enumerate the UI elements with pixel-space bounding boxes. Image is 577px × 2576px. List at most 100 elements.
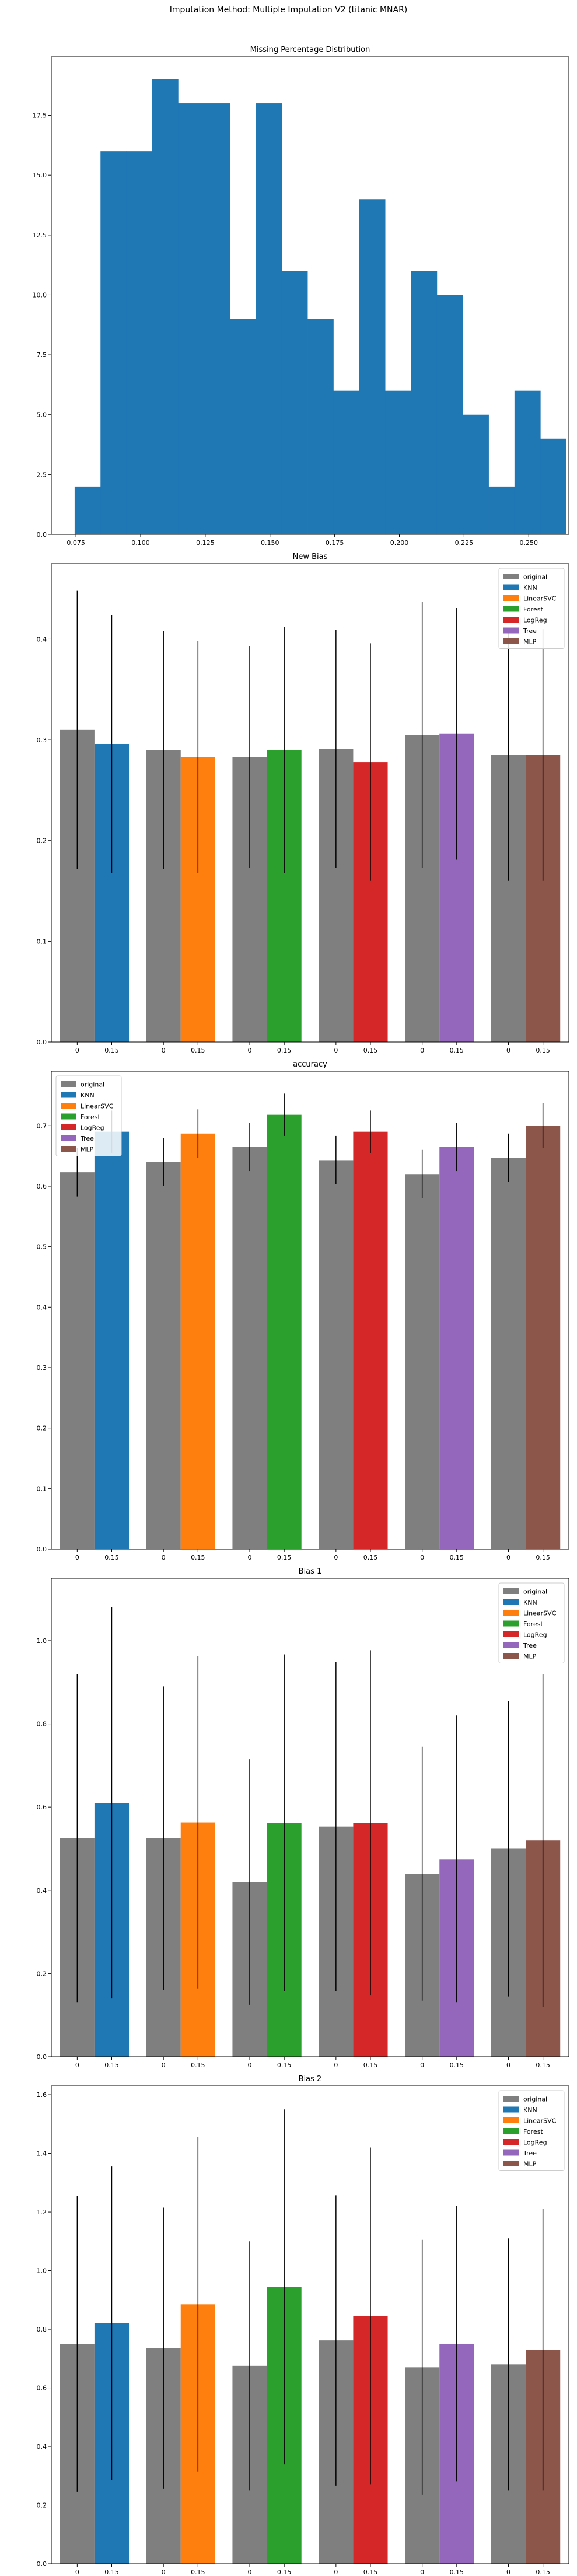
x-tick-label: 0.15 [191, 1554, 205, 1561]
bar-tree [439, 1147, 474, 1549]
legend-swatch-knn [503, 584, 519, 590]
legend-swatch-tree [61, 1135, 76, 1141]
x-tick-label: 0.15 [536, 1047, 550, 1054]
x-tick-label: 0 [334, 1554, 338, 1561]
y-tick-label: 0.0 [37, 531, 47, 539]
histogram-bar [463, 414, 489, 534]
legend: original KNN LinearSVC Forest LogReg Tree MLP [498, 568, 565, 649]
legend-swatch-knn [61, 1092, 76, 1098]
legend-label-forest: Forest [523, 1620, 543, 1628]
y-tick-label: 0.2 [37, 2502, 47, 2509]
x-tick-label: 0 [248, 2568, 252, 2576]
y-tick-label: 10.0 [33, 291, 47, 299]
bar-original [232, 1147, 267, 1549]
legend-label-linearsvc: LinearSVC [523, 1610, 557, 1617]
legend-label-logreg: LogReg [523, 1631, 547, 1639]
x-tick-label: 0 [506, 2061, 510, 2069]
x-tick-label: 0.175 [326, 539, 344, 547]
bar-original [146, 1162, 181, 1549]
x-tick-label: 0 [420, 2061, 424, 2069]
legend-swatch-linearsvc [503, 2117, 519, 2123]
y-tick-label: 0.7 [37, 1122, 47, 1130]
chart-title: accuracy [293, 1060, 327, 1069]
legend-label-tree: Tree [80, 1135, 94, 1142]
y-tick-label: 0.8 [37, 2326, 47, 2333]
histogram-bar [307, 319, 334, 534]
x-tick-label: 0.15 [536, 2061, 550, 2069]
legend-label-linearsvc: LinearSVC [81, 1103, 114, 1110]
legend-label-forest: Forest [81, 1113, 100, 1121]
axes-frame-2 [51, 1071, 569, 1550]
x-tick-label: 0.15 [104, 2568, 119, 2576]
legend-label-knn: KNN [523, 1599, 537, 1606]
legend-swatch-original [503, 2096, 519, 2102]
x-tick-label: 0 [162, 1554, 166, 1561]
legend-swatch-original [503, 574, 519, 579]
y-tick-label: 15.0 [33, 172, 47, 179]
y-tick-label: 0.0 [37, 2053, 47, 2061]
x-tick-label: 0.075 [67, 539, 85, 547]
y-tick-label: 12.5 [33, 232, 47, 239]
y-tick-label: 0.0 [37, 1039, 47, 1046]
chart-title: Bias 2 [299, 2075, 322, 2084]
x-tick-label: 0.15 [277, 1554, 292, 1561]
y-tick-label: 0.6 [37, 1803, 47, 1811]
x-tick-label: 0 [506, 2568, 510, 2576]
legend-label-mlp: MLP [523, 2161, 537, 2168]
x-tick-label: 0 [162, 2061, 166, 2069]
legend-swatch-tree [503, 1642, 519, 1648]
bar-original [60, 1172, 95, 1549]
y-tick-label: 0.3 [37, 736, 47, 744]
legend-swatch-original [503, 1588, 519, 1594]
histogram-bar [411, 271, 438, 534]
y-tick-label: 0.6 [37, 2385, 47, 2392]
histogram-bar [74, 486, 101, 534]
x-tick-label: 0 [334, 2061, 338, 2069]
y-tick-label: 0.3 [37, 1364, 47, 1372]
x-tick-label: 0 [75, 2568, 79, 2576]
x-tick-label: 0.15 [363, 2061, 378, 2069]
legend: original KNN LinearSVC Forest LogReg Tree MLP [55, 1075, 122, 1156]
legend-swatch-linearsvc [503, 595, 519, 601]
x-tick-label: 0 [75, 1047, 79, 1054]
legend-swatch-logreg [503, 617, 519, 623]
x-tick-label: 0.225 [455, 539, 474, 547]
x-tick-label: 0 [420, 1047, 424, 1054]
histogram-bar [230, 319, 256, 534]
legend-label-original: original [523, 2096, 547, 2103]
legend-label-tree: Tree [523, 627, 537, 635]
legend-label-mlp: MLP [81, 1146, 94, 1154]
histogram-bar [540, 438, 566, 534]
x-tick-label: 0 [420, 1554, 424, 1561]
x-tick-label: 0.15 [363, 1047, 378, 1054]
legend-label-linearsvc: LinearSVC [523, 2117, 557, 2125]
x-tick-label: 0.100 [131, 539, 150, 547]
bar-linearsvc [180, 1133, 215, 1549]
x-tick-label: 0.15 [536, 2568, 550, 2576]
x-tick-label: 0 [248, 2061, 252, 2069]
x-tick-label: 0 [248, 1554, 252, 1561]
legend-swatch-forest [503, 1620, 519, 1627]
y-tick-label: 0.5 [37, 1243, 47, 1251]
chart-title: New Bias [293, 553, 328, 561]
x-tick-label: 0 [506, 1047, 510, 1054]
x-tick-label: 0.15 [191, 2061, 205, 2069]
legend-swatch-forest [61, 1113, 76, 1120]
legend-label-forest: Forest [523, 606, 543, 613]
legend-label-original: original [523, 1588, 547, 1596]
legend-swatch-logreg [503, 1631, 519, 1637]
bar-original [319, 1160, 354, 1549]
y-tick-label: 0.4 [37, 1887, 47, 1895]
figure-suptitle: Imputation Method: Multiple Imputation V… [169, 5, 408, 15]
y-tick-label: 0.4 [37, 635, 47, 643]
legend-swatch-linearsvc [503, 1610, 519, 1616]
histogram-bar [514, 390, 541, 534]
chart-title: Missing Percentage Distribution [250, 46, 370, 54]
bar-logreg [353, 1131, 388, 1549]
histogram-bar [436, 295, 463, 534]
legend-label-logreg: LogReg [523, 2139, 547, 2147]
y-tick-label: 0.6 [37, 1183, 47, 1190]
y-tick-label: 1.4 [37, 2150, 47, 2158]
legend-label-original: original [523, 574, 547, 581]
